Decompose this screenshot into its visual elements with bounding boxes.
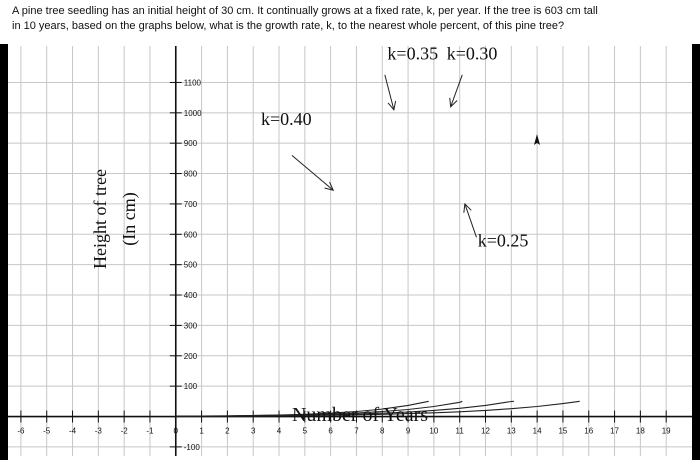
annotations: k=0.35 k=0.30 k=0.40 k=0.25 [261,44,528,250]
question-line-1: A pine tree seedling has an initial heig… [12,5,598,17]
series-lines [175,400,580,417]
chart-background [8,44,692,460]
y-tick-label: 100 [184,382,198,391]
grid [8,46,692,456]
x-tick-label: -1 [146,427,154,436]
annotation-label: k=0.35 [387,44,438,64]
annotation-label: k=0.25 [478,230,529,250]
y-axis-label-line: Height of tree [90,169,110,269]
x-tick-label: 16 [584,427,593,436]
arrow-head-icon [387,100,397,111]
x-tick-label: -2 [121,427,129,436]
x-tick-label: 8 [380,427,385,436]
x-tick-label: 7 [354,427,359,436]
annotation-arrow [464,203,477,238]
x-tick-label: 5 [303,427,308,436]
x-tick-label: 17 [610,427,619,436]
y-axis-label-line: (In cm) [119,192,140,245]
x-tick-label: -3 [95,427,103,436]
x-tick-label: 10 [429,427,438,436]
arrow-head-icon [463,202,472,213]
arrow-head-icon [449,97,458,108]
y-tick-label: 600 [184,230,198,239]
y-tick-label: 1000 [184,109,202,118]
x-tick-label: 12 [481,427,490,436]
x-tick-label: 14 [533,427,542,436]
y-tick-label: 700 [184,200,198,209]
x-tick-label: 15 [558,427,567,436]
x-tick-label: 6 [328,427,333,436]
y-tick-label: 900 [184,139,198,148]
annotation-arrow [291,154,334,191]
annotation-label: k=0.40 [261,109,312,129]
x-tick-label: -6 [17,427,25,436]
y-tick-label: 200 [184,352,198,361]
x-tick-label: 0 [174,427,179,436]
y-axis-label-group: Height of tree (In cm) [90,169,140,269]
x-tick-label: 18 [636,427,645,436]
x-tick-label: 4 [277,427,282,436]
x-tick-label: 9 [406,427,411,436]
y-tick-label: 500 [184,261,198,270]
growth-chart: -6 -5 -4 -3 -2 -1 0 1 2 3 4 5 6 7 8 9 10 11 12 13 14 15 16 17 18… [8,44,692,460]
x-axis-label: Number of Years [292,404,428,426]
annotation-arrow [384,74,395,110]
y-tick-label: 1100 [184,78,202,87]
x-tick-label: 3 [251,427,256,436]
question-text: A pine tree seedling has an initial heig… [12,4,692,34]
x-tick-label: 11 [456,427,465,436]
x-tick-label: 2 [225,427,230,436]
y-tick-label: 800 [184,170,198,179]
y-tick-label: -100 [184,443,201,452]
annotation-label: k=0.30 [447,44,498,64]
x-tick-label: 13 [507,427,516,436]
x-tick-label: -5 [43,427,51,436]
y-tick-label: 300 [184,321,198,330]
y-tick-label: 400 [184,291,198,300]
x-tick-label: 19 [662,427,671,436]
arrow-head-icon [324,181,335,192]
cursor-pointer-icon [534,134,540,145]
question-line-2: in 10 years, based on the graphs below, … [12,20,565,32]
series-line-k-0.25 [175,400,580,417]
axes: -6 -5 -4 -3 -2 -1 0 1 2 3 4 5 6 7 8 9 10 11 12 13 14 15 16 17 18… [8,46,692,456]
x-tick-label: 1 [199,427,204,436]
annotation-arrow [450,74,463,107]
x-tick-label: -4 [69,427,77,436]
